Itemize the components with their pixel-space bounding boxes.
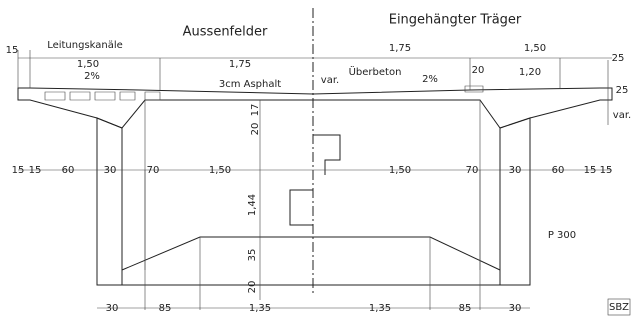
label: var.: [613, 110, 631, 121]
label: 30: [509, 303, 522, 314]
label: 1,20: [519, 67, 541, 78]
label: 1,35: [249, 303, 271, 314]
label: Eingehängter Träger: [389, 13, 522, 28]
joint-step: [290, 135, 340, 225]
label: Leitungskanäle: [47, 40, 123, 51]
label: var.: [321, 75, 339, 86]
left-web: [97, 118, 122, 285]
label: 1,75: [389, 43, 411, 54]
right-web: [500, 118, 530, 285]
label: 20: [250, 123, 261, 136]
label: 1,35: [369, 303, 391, 314]
page: {"labels": ["Aussenfelder", "Eingehängte…: [0, 0, 632, 323]
label: 1,50: [524, 43, 546, 54]
body: Aussenfelder Eingehängter Träger Leitungsk…: [0, 0, 632, 323]
cross-section-drawing: Aussenfelder Eingehängter Träger Leitungsk…: [0, 0, 632, 323]
label: SBZ: [609, 302, 629, 313]
label: 15: [584, 165, 597, 176]
label: 30: [106, 303, 119, 314]
label: Überbeton: [349, 65, 402, 78]
label: 2%: [422, 74, 438, 85]
label: P 300: [548, 230, 576, 241]
label: 3cm Asphalt: [219, 79, 281, 90]
label: Aussenfelder: [183, 25, 268, 40]
label: 1,75: [229, 59, 251, 70]
label: 1,50: [77, 59, 99, 70]
label: 15: [600, 165, 613, 176]
label: 1,44: [247, 194, 258, 216]
label: 17: [250, 104, 261, 117]
label: 1,50: [389, 165, 411, 176]
label: 60: [552, 165, 565, 176]
label: 15: [29, 165, 42, 176]
label: 25: [612, 53, 625, 64]
label: 70: [466, 165, 479, 176]
label: 60: [62, 165, 75, 176]
label: 30: [104, 165, 117, 176]
label: 2%: [84, 71, 100, 82]
label: 1,50: [209, 165, 231, 176]
label: 70: [147, 165, 160, 176]
label: 15: [6, 45, 19, 56]
label: 15: [12, 165, 25, 176]
bottom-slab: [122, 237, 500, 285]
label: 20: [472, 65, 485, 76]
label: 20: [247, 281, 258, 294]
label: 30: [509, 165, 522, 176]
label: 85: [159, 303, 172, 314]
label: 35: [247, 249, 258, 262]
label: 25: [616, 85, 629, 96]
label: 85: [459, 303, 472, 314]
